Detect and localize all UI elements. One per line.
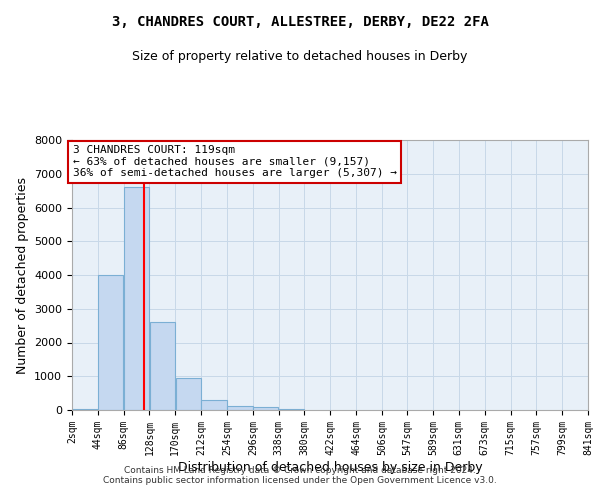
Text: 3, CHANDRES COURT, ALLESTREE, DERBY, DE22 2FA: 3, CHANDRES COURT, ALLESTREE, DERBY, DE2… (112, 15, 488, 29)
Bar (150, 322, 175, 410)
Y-axis label: Number of detached properties: Number of detached properties (16, 176, 29, 374)
Bar (73, 409, 98, 410)
Bar (253, 406, 278, 410)
Text: Size of property relative to detached houses in Derby: Size of property relative to detached ho… (133, 50, 467, 63)
X-axis label: Distribution of detached houses by size in Derby: Distribution of detached houses by size … (178, 460, 482, 473)
Bar (98, 275, 124, 410)
Bar (202, 400, 227, 410)
Text: Contains HM Land Registry data © Crown copyright and database right 2024.
Contai: Contains HM Land Registry data © Crown c… (103, 466, 497, 485)
Bar (176, 378, 201, 410)
Text: 3 CHANDRES COURT: 119sqm
← 63% of detached houses are smaller (9,157)
36% of sem: 3 CHANDRES COURT: 119sqm ← 63% of detach… (73, 145, 397, 178)
Bar (227, 406, 253, 410)
Bar (124, 187, 149, 410)
Bar (279, 408, 304, 410)
